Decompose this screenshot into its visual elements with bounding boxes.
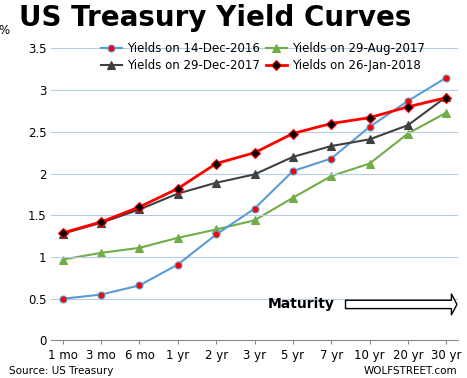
- Yields on 14-Dec-2016: [60, 296, 65, 301]
- Text: WOLFSTREET.com: WOLFSTREET.com: [364, 366, 458, 376]
- Text: US Treasury Yield Curves: US Treasury Yield Curves: [19, 4, 411, 32]
- Yields on 26-Jan-2018: [175, 186, 181, 191]
- Legend: Yields on 14-Dec-2016, Yields on 29-Dec-2017, Yields on 29-Aug-2017, Yields on 2: Yields on 14-Dec-2016, Yields on 29-Dec-…: [99, 40, 427, 74]
- Yields on 29-Aug-2017: [405, 131, 411, 136]
- Yields on 29-Dec-2017: [98, 220, 104, 225]
- Yields on 29-Dec-2017: [367, 137, 372, 142]
- Yields on 26-Jan-2018: [444, 95, 449, 100]
- Line: Yields on 26-Jan-2018: Yields on 26-Jan-2018: [59, 94, 450, 236]
- Yields on 26-Jan-2018: [367, 115, 372, 120]
- Yields on 26-Jan-2018: [60, 231, 65, 235]
- Yields on 26-Jan-2018: [252, 150, 257, 155]
- Yields on 29-Dec-2017: [175, 191, 181, 196]
- Yields on 26-Jan-2018: [137, 204, 142, 209]
- Yields on 29-Dec-2017: [290, 155, 296, 159]
- Text: Source: US Treasury: Source: US Treasury: [9, 366, 114, 376]
- Yields on 29-Aug-2017: [137, 246, 142, 250]
- Yields on 29-Dec-2017: [405, 123, 411, 127]
- Yields on 29-Aug-2017: [444, 110, 449, 115]
- Yields on 29-Aug-2017: [175, 235, 181, 240]
- Yields on 29-Dec-2017: [60, 231, 65, 236]
- Yields on 26-Jan-2018: [98, 220, 104, 224]
- Yields on 14-Dec-2016: [290, 169, 296, 174]
- Yields on 29-Aug-2017: [252, 218, 257, 223]
- Line: Yields on 14-Dec-2016: Yields on 14-Dec-2016: [59, 74, 450, 302]
- Yields on 29-Dec-2017: [137, 207, 142, 212]
- Yields on 14-Dec-2016: [137, 283, 142, 288]
- Yields on 29-Aug-2017: [290, 195, 296, 200]
- Yields on 29-Dec-2017: [252, 172, 257, 177]
- Line: Yields on 29-Dec-2017: Yields on 29-Dec-2017: [58, 93, 451, 238]
- Yields on 14-Dec-2016: [444, 75, 449, 80]
- Yields on 29-Aug-2017: [328, 174, 334, 178]
- Yields on 14-Dec-2016: [98, 292, 104, 297]
- Yields on 14-Dec-2016: [175, 262, 181, 267]
- Yields on 26-Jan-2018: [290, 131, 296, 136]
- Yields on 26-Jan-2018: [328, 121, 334, 126]
- Yields on 14-Dec-2016: [252, 206, 257, 211]
- Yields on 29-Dec-2017: [328, 144, 334, 148]
- Yields on 29-Dec-2017: [213, 180, 219, 185]
- Yields on 26-Jan-2018: [213, 161, 219, 166]
- Yields on 29-Aug-2017: [98, 251, 104, 255]
- Text: %: %: [0, 24, 9, 37]
- Yields on 29-Aug-2017: [60, 257, 65, 262]
- Line: Yields on 29-Aug-2017: Yields on 29-Aug-2017: [58, 108, 451, 264]
- Yields on 14-Dec-2016: [213, 232, 219, 237]
- Yields on 29-Aug-2017: [213, 227, 219, 232]
- Yields on 26-Jan-2018: [405, 105, 411, 109]
- Yields on 29-Dec-2017: [444, 94, 449, 99]
- Yields on 14-Dec-2016: [328, 156, 334, 161]
- Text: Maturity: Maturity: [268, 297, 335, 311]
- Yields on 14-Dec-2016: [405, 99, 411, 103]
- Yields on 29-Aug-2017: [367, 161, 372, 166]
- Yields on 14-Dec-2016: [367, 125, 372, 129]
